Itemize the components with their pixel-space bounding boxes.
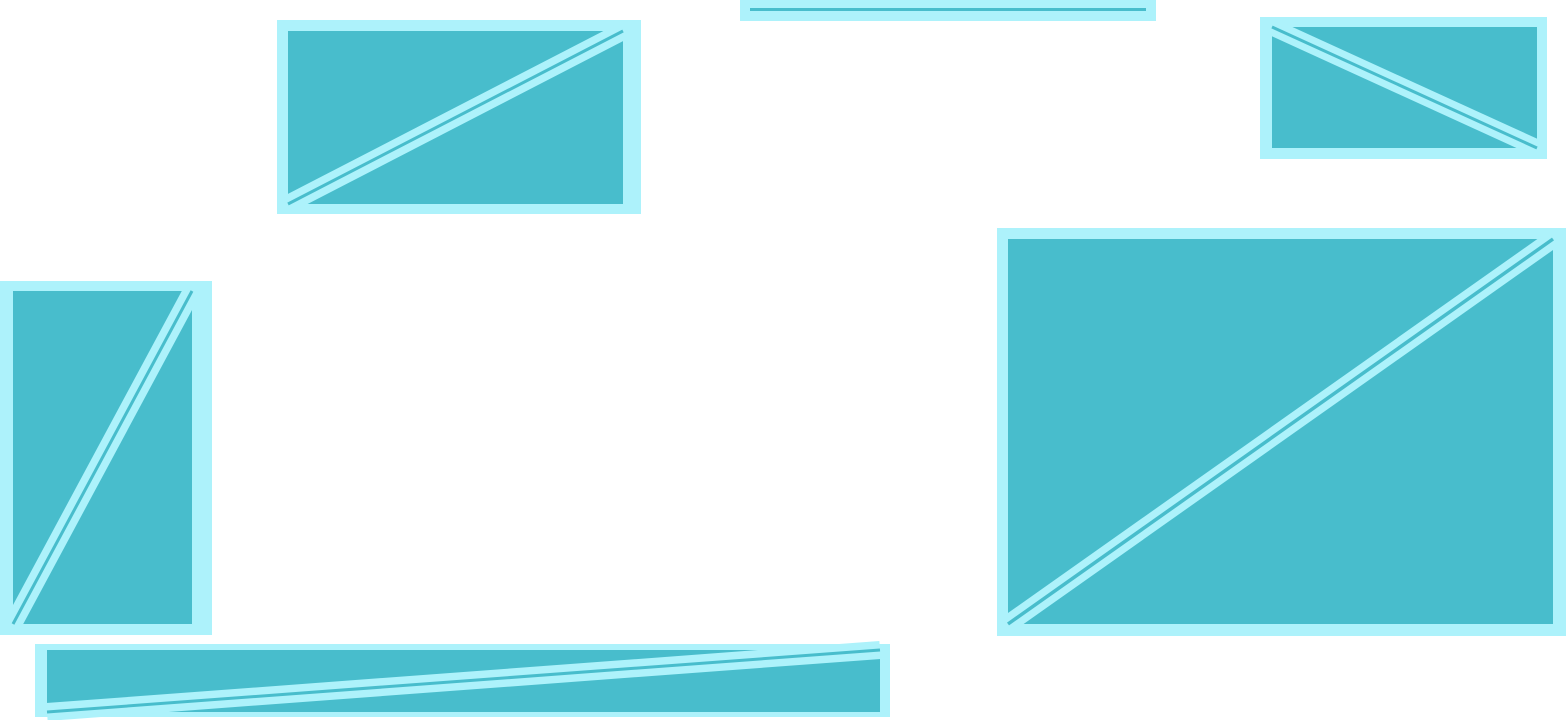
box-right-large — [997, 228, 1566, 636]
box-top-right — [1260, 17, 1547, 159]
box-top-right-diagonal-line — [1271, 25, 1538, 150]
box-top-center — [277, 20, 641, 214]
box-right-large-diagonal-line — [1006, 237, 1555, 626]
box-bottom-wide-diagonal-line — [46, 648, 881, 714]
box-bottom-wide — [35, 641, 890, 720]
clipped-bar-top — [740, 0, 1156, 21]
box-left-tall-diagonal-line — [11, 290, 194, 625]
box-left-tall — [0, 281, 212, 635]
box-top-center-diagonal-line — [287, 29, 624, 206]
